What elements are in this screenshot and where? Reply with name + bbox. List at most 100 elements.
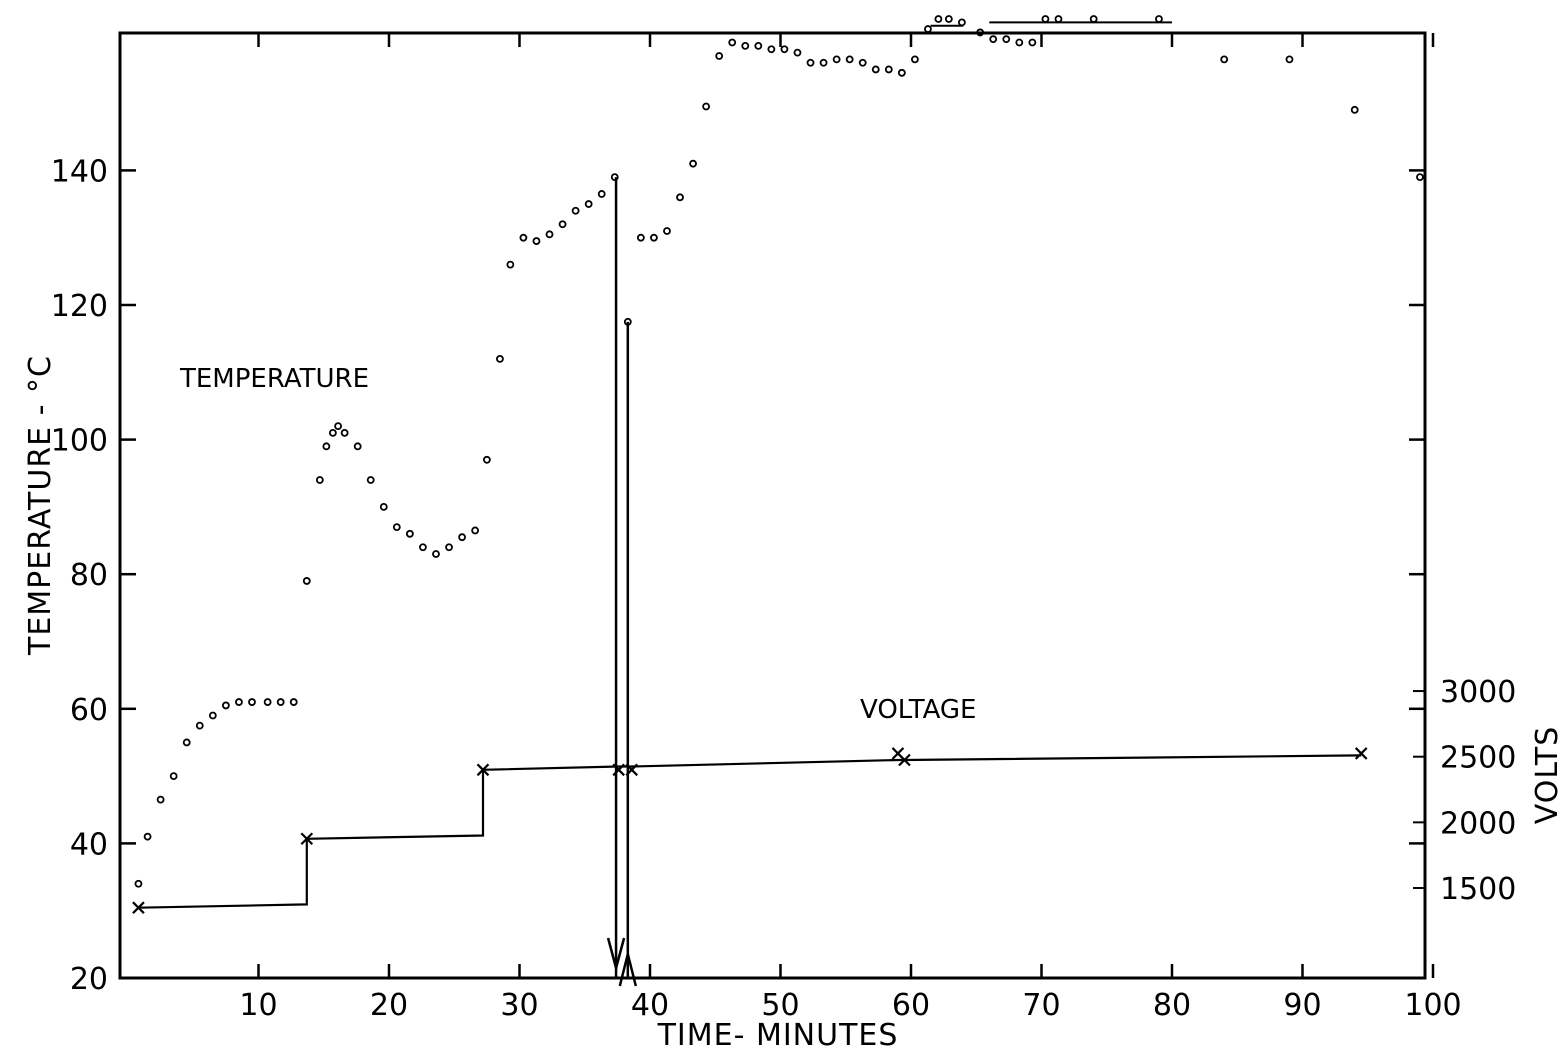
temperature-point [754,41,763,50]
temperature-point [458,533,466,542]
temperature-point [156,795,165,804]
y2-tick-label: 3000 [1440,675,1516,710]
x-tick-label: 10 [239,988,277,1023]
temperature-point [1054,15,1063,23]
y2-tick-label: 1500 [1440,872,1516,907]
temperature-point [858,58,867,67]
voltage-annotation: VOLTAGE [860,695,976,725]
temperature-point [519,233,528,242]
temperature-point [558,220,567,229]
temperature-point [405,529,414,538]
temperature-point [263,698,272,706]
temperature-point [806,58,815,67]
temperature-point [897,68,906,77]
temperature-point [650,233,658,242]
temperature-point [832,55,841,64]
temperature-point [235,698,243,706]
x-tick-label: 40 [631,988,669,1023]
y-tick-label: 140 [51,154,108,189]
temperature-point [496,354,504,363]
y-axis-title: TEMPERATURE - °C [23,355,58,656]
x-tick-label: 70 [1022,988,1060,1023]
temperature-point [884,65,893,74]
temperature-point [182,738,191,747]
temperature-point [571,206,580,215]
temperature-point [845,55,854,64]
voltage-point [300,832,314,846]
temperature-point [432,550,440,558]
y-tick-label: 120 [51,289,108,324]
temperature-point [248,698,256,706]
y-tick-label: 40 [70,827,108,862]
temperature-point [1350,105,1359,114]
temperature-annotation: TEMPERATURE [179,364,369,394]
temperature-point [780,45,789,54]
temperature-point [793,48,802,57]
temperature-point [208,711,217,720]
temperature-point [636,233,645,242]
tick-marks [120,33,1435,980]
temperature-point [689,159,697,168]
temperature-point [419,543,427,552]
voltage-point [898,753,911,767]
plot-frame [118,31,1427,980]
temperature-point [143,832,152,841]
temperature-point [597,190,606,198]
temperature-point [584,200,593,208]
temperature-point [741,41,750,50]
temperature-point [1285,55,1294,64]
temperature-point [328,428,337,437]
temperature-point [340,428,349,437]
x-tick-label: 100 [1404,988,1461,1023]
arrow-head-down [606,937,626,973]
temperature-point [471,526,480,535]
temperature-point [506,260,515,269]
y-tick-label: 20 [70,962,108,997]
temperature-point [221,701,230,710]
temperature-point [610,173,619,182]
temperature-point [1155,15,1163,23]
temperature-point [702,102,711,111]
temperature-point [1416,173,1424,182]
y-tick-label: 100 [51,424,108,459]
temperature-point [392,523,401,531]
temperature-point [169,772,178,780]
voltage-point [476,763,490,777]
x-tick-label: 30 [500,988,538,1023]
arrow-head-up [618,953,638,987]
y2-tick-label: 2000 [1440,806,1516,841]
x-tick-label: 80 [1153,988,1191,1023]
y-tick-label: 80 [70,558,108,593]
temperature-point [482,455,491,464]
temperature-point [1089,15,1098,23]
temperature-point [944,15,953,23]
temperature-point [302,577,311,585]
temperature-point [379,502,388,511]
x-tick-label: 60 [892,988,930,1023]
temperature-point [1002,35,1011,44]
temperature-point [322,442,331,451]
y2-tick-label: 2500 [1440,741,1516,776]
temperature-point [334,422,343,431]
temperature-point [545,230,554,239]
temperature-point [1041,15,1050,23]
y2-axis-title: VOLTS [1530,726,1565,825]
temperature-point [445,543,453,552]
temperature-point [315,476,324,484]
tick-labels: 10 20 30 40 50 60 70 80 90 100 20 40 60 80 100 120 140 15… [51,154,1517,1023]
temperature-point [976,28,985,37]
temperature-point [663,227,671,235]
temperature-point [134,879,143,888]
temperature-point [195,721,204,730]
voltage-point [132,901,145,914]
data-marks [132,15,1424,987]
temperature-point [1220,55,1229,64]
temperature-point [676,193,684,202]
temperature-point [989,35,998,44]
x-tick-label: 20 [370,988,408,1023]
x-tick-label: 90 [1283,988,1321,1023]
temperature-point [289,698,298,706]
y-tick-label: 60 [70,693,108,728]
